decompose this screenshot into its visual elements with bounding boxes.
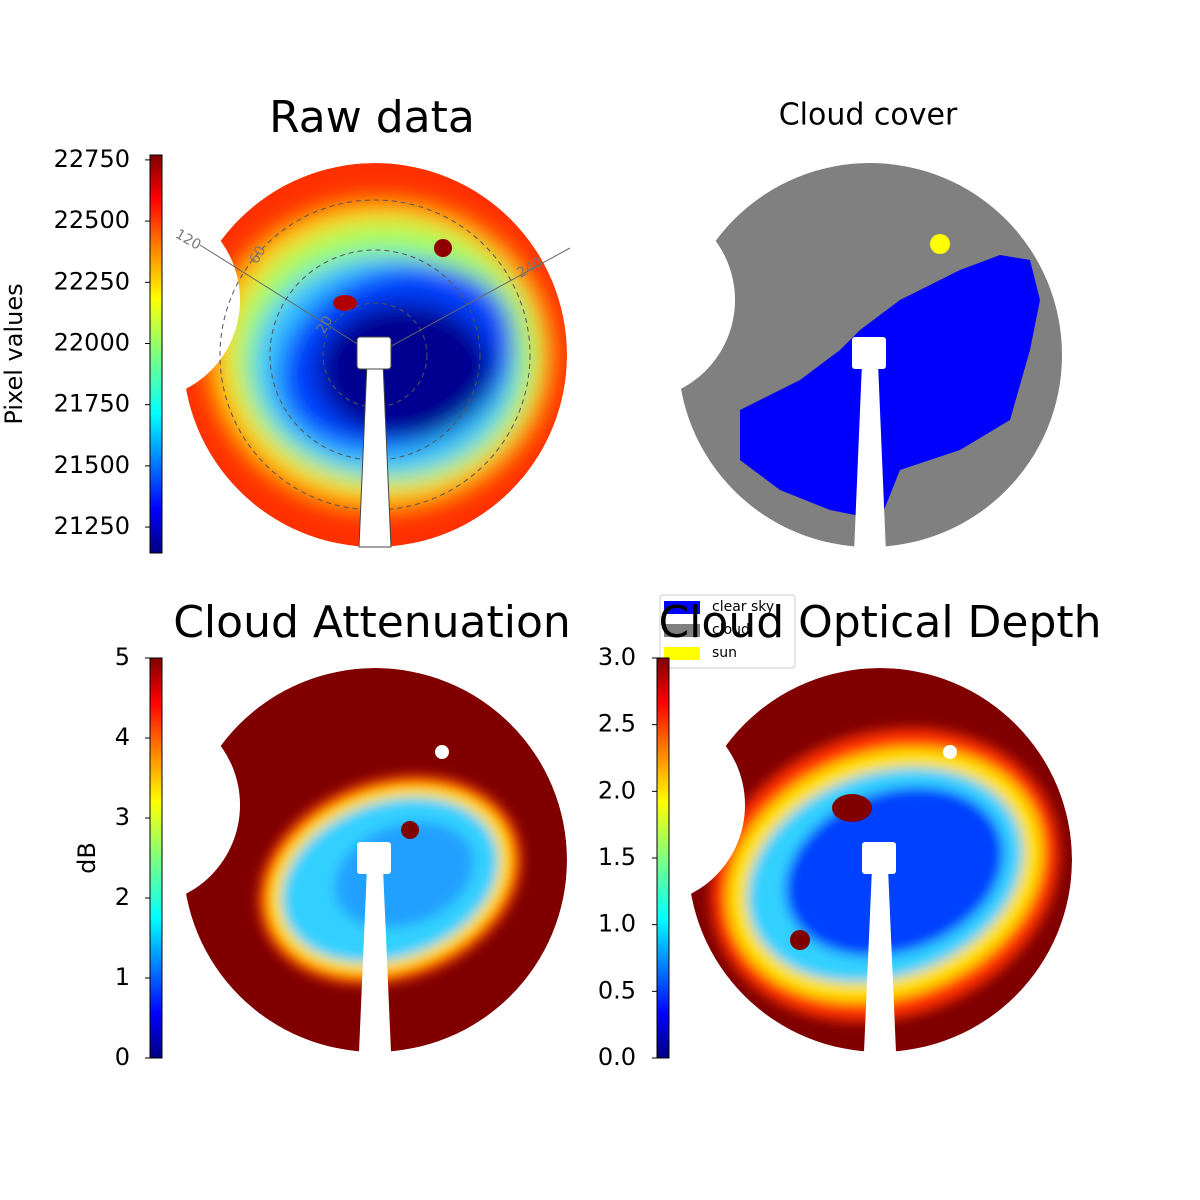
legend-swatch [664, 624, 700, 637]
colorbar-tick-label: 2.0 [598, 776, 636, 804]
legend-swatch [664, 601, 700, 614]
colorbar-label: Pixel values [0, 283, 28, 424]
colorbar-tick-label: 0.0 [598, 1043, 636, 1071]
colorbar-tick-label: 1.0 [598, 910, 636, 938]
legend-label: cloud [712, 622, 750, 638]
legend-swatch [664, 647, 700, 660]
polar-grid-label: 120 [172, 226, 203, 253]
polar-grid-label: 20 [314, 313, 337, 336]
panel-title: Raw data [269, 92, 475, 143]
colorbar-tick-label: 0.5 [598, 976, 636, 1004]
colorbar-tick-label: 3.0 [598, 643, 636, 671]
colorbar-tick-label: 21250 [54, 512, 130, 540]
attenuation-image [183, 668, 567, 1052]
cloud-cover-image [672, 157, 1068, 553]
colorbar [656, 657, 670, 1059]
polar-grid-label: 60 [247, 243, 270, 266]
legend-label: sun [712, 645, 737, 661]
colorbar-tick-label: 1 [115, 963, 130, 991]
colorbar-tick-label: 21500 [54, 451, 130, 479]
colorbar-tick-label: 3 [115, 803, 130, 831]
colorbar-tick-label: 2 [115, 883, 130, 911]
colorbar-tick-label: 21750 [54, 390, 130, 418]
colorbar [149, 154, 163, 554]
colorbar-tick-label: 0 [115, 1043, 130, 1071]
legend-label: clear sky [712, 599, 774, 615]
colorbar-tick-label: 1.5 [598, 843, 636, 871]
panel-title: Cloud Optical Depth [658, 597, 1101, 648]
panel-title: Cloud Attenuation [173, 597, 571, 648]
panel-title: Cloud cover [779, 98, 958, 133]
colorbar [149, 657, 163, 1059]
raw-image [183, 163, 571, 548]
colorbar-tick-label: 5 [115, 643, 130, 671]
colorbar-tick-label: 22750 [54, 145, 130, 173]
colorbar-tick-label: 22500 [54, 206, 130, 234]
colorbar-tick-label: 22000 [54, 328, 130, 356]
colorbar-tick-label: 22250 [54, 267, 130, 295]
colorbar-tick-label: 2.5 [598, 710, 636, 738]
optical-depth-image [688, 668, 1072, 1052]
colorbar-tick-label: 4 [115, 723, 130, 751]
colorbar-label: dB [73, 842, 101, 874]
